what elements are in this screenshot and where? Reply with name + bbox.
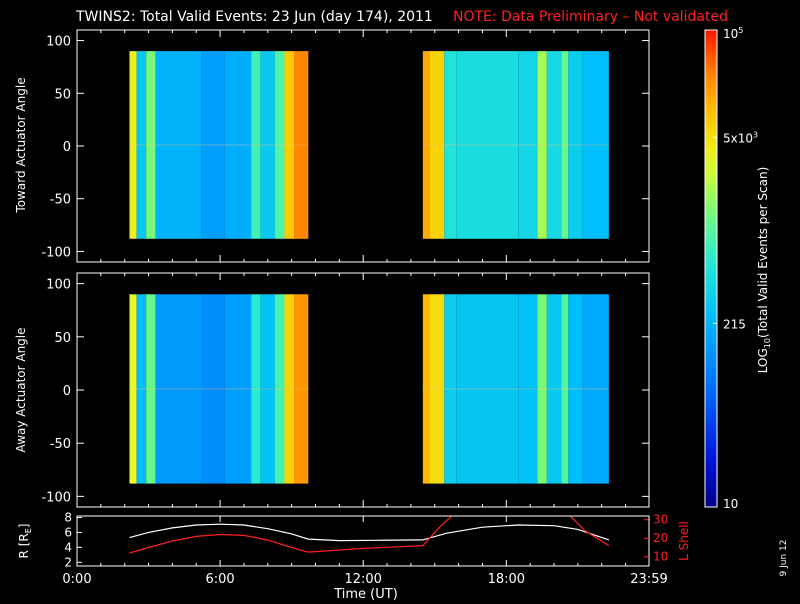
chart-title: TWINS2: Total Valid Events: 23 Jun (day …	[75, 9, 433, 25]
preliminary-note: NOTE: Data Preliminary – Not validated	[453, 9, 728, 25]
heatmap-column	[429, 51, 445, 239]
x-tick-label: 23:59	[630, 572, 667, 587]
heatmap-column	[260, 294, 275, 484]
heatmap-column	[444, 51, 457, 239]
heatmap-column	[537, 51, 547, 239]
x-tick-label: 12:00	[344, 572, 381, 587]
heatmap-column	[537, 294, 547, 484]
heatmap-column	[146, 51, 156, 239]
colorbar-tick-label: 105	[723, 26, 743, 41]
lshell-axis-label: L Shell	[677, 521, 691, 561]
r-tick-label: 6	[64, 525, 72, 539]
heatmap-column	[294, 294, 309, 484]
r-series-line	[129, 523, 610, 542]
lshell-tick-label: 10	[653, 550, 668, 564]
heatmap-column	[146, 294, 156, 484]
colorbar-label: LOG10(Total Valid Events per Scan)	[756, 167, 772, 374]
heatmap-column	[136, 294, 147, 484]
heatmap-column	[444, 294, 457, 484]
colorbar: 10 215 5x103 105	[704, 26, 758, 511]
heatmap-column	[251, 51, 261, 239]
heatmap-column	[518, 51, 538, 239]
heatmap-column	[224, 294, 252, 484]
x-tick-label: 18:00	[488, 572, 525, 587]
y-tick-label: -100	[41, 245, 71, 260]
heatmap-column	[518, 294, 538, 484]
heatmap-column	[568, 294, 583, 484]
r-tick-label: 2	[64, 555, 72, 569]
heatmap-column	[136, 51, 147, 239]
heatmap-column	[568, 51, 583, 239]
heatmap-column	[456, 51, 519, 239]
heatmap-column	[260, 51, 275, 239]
r-axis-label: R [RE]	[17, 524, 33, 559]
heatmap-column	[546, 51, 562, 239]
heatmap-column	[284, 51, 295, 239]
toward-angle-panel: 100 50 0 -50 -100	[41, 29, 650, 263]
heatmap-column	[546, 294, 562, 484]
lshell-series-line	[129, 516, 610, 554]
heatmap-column	[456, 294, 519, 484]
heatmap-column	[422, 51, 430, 239]
heatmap-column	[274, 294, 285, 484]
zero-angle-stripe	[129, 387, 309, 390]
r-tick-label: 8	[64, 510, 72, 524]
lshell-tick-label: 30	[653, 513, 668, 527]
heatmap-column	[251, 294, 261, 484]
y-tick-label: -100	[41, 490, 71, 505]
zero-angle-stripe	[129, 143, 309, 146]
lshell-tick-label: 20	[653, 531, 668, 545]
heatmap-column	[155, 294, 202, 484]
colorbar-tick-label: 5x103	[723, 130, 758, 145]
x-tick-label: 0:00	[62, 572, 91, 587]
heatmap-column	[274, 51, 285, 239]
colorbar-tick-label: 215	[723, 317, 746, 331]
away-ylabel: Away Actuator Angle	[14, 327, 28, 452]
heatmap-column	[201, 294, 225, 484]
heatmap-column	[201, 51, 225, 239]
colorbar-gradient	[704, 29, 718, 508]
zero-angle-stripe	[422, 143, 609, 146]
heatmap-column	[294, 51, 309, 239]
y-tick-label: 100	[46, 278, 71, 293]
y-tick-label: 100	[46, 35, 71, 50]
toward-ylabel: Toward Actuator Angle	[14, 77, 28, 213]
heatmap-column	[422, 294, 430, 484]
y-tick-label: 50	[54, 331, 71, 346]
zero-angle-stripe	[422, 387, 609, 390]
heatmap-column	[561, 294, 569, 484]
heatmap-column	[129, 51, 137, 239]
y-tick-label: -50	[50, 437, 71, 452]
heatmap-column	[561, 51, 569, 239]
x-tick-label: 6:00	[205, 572, 234, 587]
y-tick-label: 50	[54, 87, 71, 102]
time-axis-label: Time (UT)	[333, 587, 398, 600]
y-tick-label: 0	[63, 384, 71, 399]
heatmap-column	[224, 51, 252, 239]
heatmap-column	[129, 294, 137, 484]
generation-date: 9 Jun 12	[779, 540, 789, 577]
heatmap-column	[582, 51, 609, 239]
colorbar-tick-label: 10	[723, 497, 738, 511]
y-tick-label: 0	[63, 140, 71, 155]
heatmap-column	[429, 294, 445, 484]
heatmap-column	[155, 51, 202, 239]
y-tick-label: -50	[50, 193, 71, 208]
heatmap-column	[582, 294, 609, 484]
r-tick-label: 4	[64, 540, 72, 554]
away-angle-panel: 100 50 0 -50 -100	[41, 272, 650, 508]
heatmap-column	[284, 294, 295, 484]
